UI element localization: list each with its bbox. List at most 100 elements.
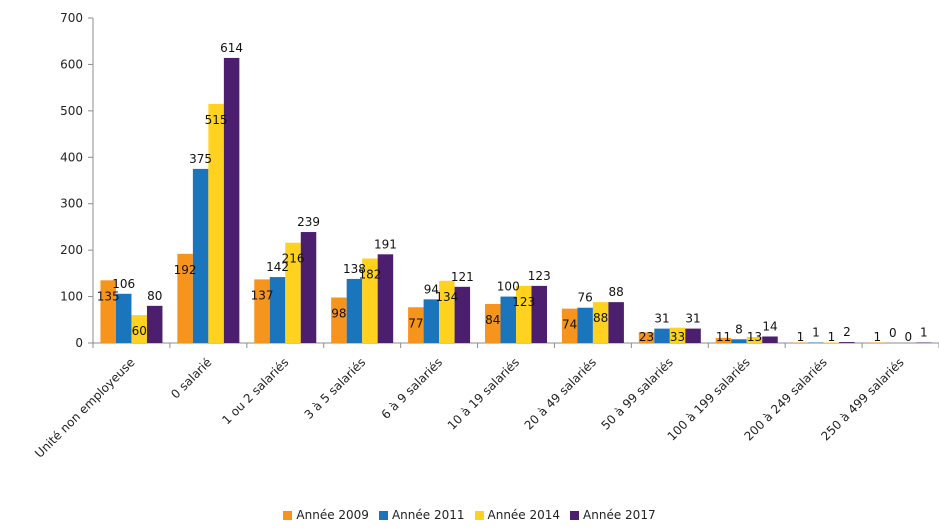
x-category-label: 1 ou 2 salariés — [219, 355, 291, 427]
data-label: 11 — [716, 330, 731, 344]
bar — [223, 57, 240, 344]
data-label: 33 — [670, 330, 685, 344]
data-label: 1 — [873, 330, 881, 344]
x-category-label: 0 salarié — [168, 355, 214, 401]
data-label: 216 — [282, 252, 305, 266]
bar — [192, 168, 209, 343]
data-label: 0 — [889, 326, 897, 340]
legend-item: Année 2011 — [378, 508, 465, 522]
legend-label: Année 2011 — [391, 508, 465, 522]
data-label: 106 — [112, 277, 135, 291]
legend-label: Année 2014 — [487, 508, 561, 522]
data-label: 23 — [639, 330, 654, 344]
x-category-label: 50 à 99 salariés — [598, 355, 675, 432]
x-category-label: 10 à 19 salariés — [445, 355, 522, 432]
data-label: 191 — [374, 237, 397, 251]
x-category-label: 200 à 249 salariés — [742, 355, 830, 443]
bar — [331, 297, 347, 343]
bar — [208, 103, 224, 344]
data-label: 31 — [654, 312, 669, 326]
data-label: 142 — [266, 260, 289, 274]
bar — [731, 339, 747, 343]
x-category-label: 250 à 499 salariés — [818, 355, 906, 443]
bar — [685, 328, 701, 343]
legend-item: Année 2009 — [283, 508, 369, 522]
legend-item: Année 2014 — [474, 508, 561, 522]
legend-item: Année 2017 — [570, 508, 656, 522]
data-label: 138 — [343, 262, 366, 276]
x-category-label: 6 à 9 salariés — [379, 355, 446, 422]
bar — [423, 299, 440, 343]
bar — [115, 293, 132, 343]
y-tick-label: 300 — [60, 197, 83, 211]
x-category-label: 3 à 5 salariés — [302, 355, 369, 422]
data-label: 121 — [451, 270, 474, 284]
bar — [608, 302, 624, 343]
data-label: 123 — [528, 269, 551, 283]
data-label: 88 — [593, 311, 608, 325]
bar — [131, 315, 147, 343]
bar — [592, 302, 609, 343]
data-label: 182 — [358, 268, 381, 282]
data-label: 8 — [735, 322, 743, 336]
bar — [346, 278, 363, 343]
chart-data-labels: 1351066080192375515614137142216239981381… — [97, 41, 928, 344]
legend-label: Année 2009 — [296, 508, 369, 522]
data-label: 84 — [485, 313, 500, 327]
legend-label: Année 2017 — [583, 508, 656, 522]
bar — [516, 285, 532, 343]
data-label: 1 — [797, 330, 805, 344]
chart-bars — [100, 57, 932, 344]
data-label: 375 — [189, 152, 212, 166]
bar — [377, 254, 394, 343]
y-tick-label: 200 — [60, 243, 83, 257]
bar — [454, 286, 471, 343]
legend-swatch — [378, 510, 388, 520]
bar — [746, 336, 763, 343]
bar — [561, 308, 578, 343]
bar — [531, 285, 547, 343]
data-label: 100 — [497, 280, 520, 294]
data-label: 123 — [512, 295, 535, 309]
bar — [269, 277, 286, 343]
data-label: 98 — [331, 307, 346, 321]
data-label: 88 — [609, 285, 624, 299]
legend-swatch — [283, 510, 293, 520]
legend-swatch — [570, 510, 580, 520]
bar — [362, 258, 378, 343]
data-label: 14 — [762, 320, 777, 334]
bar — [638, 332, 655, 343]
chart-category-labels: Unité non employeuse 0 salarié 1 ou 2 sala… — [32, 355, 907, 460]
bar — [485, 304, 501, 343]
data-label: 60 — [132, 324, 147, 338]
data-label: 80 — [147, 289, 162, 303]
y-tick-label: 100 — [60, 290, 83, 304]
data-label: 1 — [812, 326, 820, 340]
data-label: 134 — [435, 290, 458, 304]
data-label: 239 — [297, 215, 320, 229]
data-label: 2 — [843, 325, 851, 339]
bar — [254, 279, 270, 343]
data-label: 31 — [685, 312, 700, 326]
data-label: 77 — [408, 316, 423, 330]
legend-swatch — [474, 510, 484, 520]
bar — [439, 280, 455, 343]
data-label: 94 — [424, 282, 439, 296]
x-category-label: 20 à 49 salariés — [522, 355, 599, 432]
bar — [285, 242, 301, 343]
data-label: 1 — [920, 326, 928, 340]
chart-legend: Année 2009 Année 2011 Année 2014 Année 2017 — [0, 508, 939, 522]
bar — [762, 336, 778, 343]
data-label: 13 — [747, 330, 762, 344]
bar — [146, 305, 163, 343]
bar — [669, 327, 686, 343]
data-label: 0 — [904, 330, 912, 344]
bar — [500, 296, 516, 343]
bar — [654, 328, 670, 343]
data-label: 76 — [578, 291, 593, 305]
data-label: 515 — [205, 113, 228, 127]
y-tick-label: 400 — [60, 150, 83, 164]
data-label: 137 — [251, 288, 274, 302]
bar — [577, 307, 593, 343]
